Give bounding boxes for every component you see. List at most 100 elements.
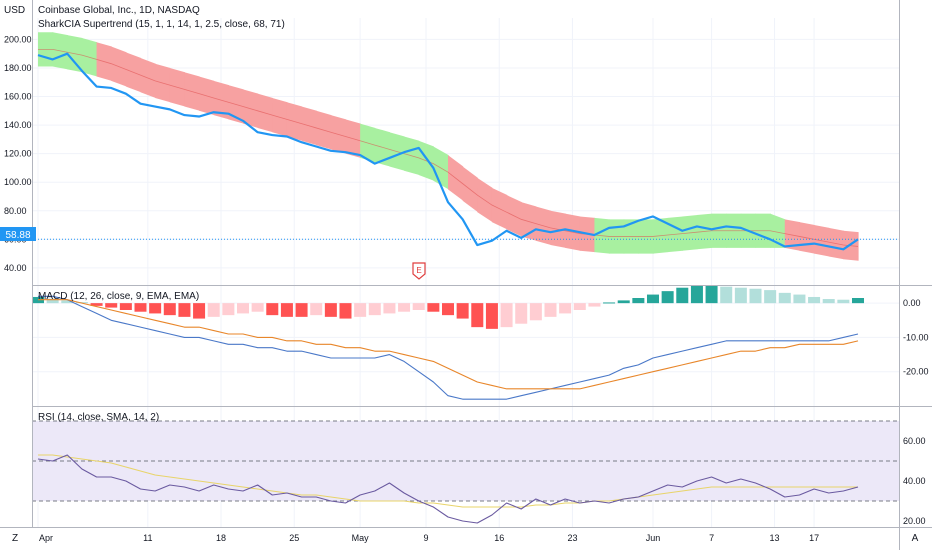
macd-histogram-bar	[266, 303, 279, 316]
macd-histogram-bar	[749, 288, 762, 304]
macd-histogram-bar	[734, 287, 747, 304]
supertrend-band	[38, 32, 859, 261]
macd-histogram-bar	[690, 286, 703, 304]
macd-histogram-bar	[119, 303, 132, 310]
x-tick-label: 17	[809, 533, 819, 543]
x-tick-label: 11	[143, 533, 152, 543]
rsi-tick-label: 20.00	[903, 516, 926, 526]
macd-histogram-bar	[61, 300, 74, 304]
macd-histogram-bar	[324, 303, 337, 317]
x-tick-label: 23	[567, 533, 577, 543]
macd-histogram-bar	[515, 303, 528, 324]
currency-label: USD	[4, 5, 25, 16]
macd-histogram-bar	[676, 287, 689, 304]
macd-histogram-bar	[764, 290, 777, 304]
last-price-badge: 58.88	[0, 227, 36, 241]
macd-histogram-bar	[588, 303, 601, 307]
macd-histogram-bar	[149, 303, 162, 314]
macd-histogram-bar	[398, 303, 411, 312]
macd-histogram-bar	[617, 300, 630, 304]
macd-histogram-bar	[661, 291, 674, 304]
x-tick-label: Jun	[646, 533, 661, 543]
price-tick-label: 120.00	[4, 149, 32, 159]
price-tick-label: 80.00	[4, 206, 27, 216]
band-midline	[38, 49, 859, 247]
macd-histogram-bar	[163, 303, 176, 316]
macd-histogram-bar	[573, 303, 586, 310]
signal-line	[38, 299, 859, 390]
macd-histogram-bar	[236, 303, 250, 314]
macd-histogram-bar	[778, 292, 791, 304]
macd-histogram-bar	[500, 303, 513, 328]
macd-histogram-bar	[427, 303, 440, 312]
macd-histogram-bar	[222, 303, 235, 316]
macd-histogram-bar	[559, 303, 572, 314]
price-tick-label: 100.00	[4, 177, 32, 187]
macd-histogram-bar	[632, 298, 645, 304]
x-tick-label: 7	[709, 533, 714, 543]
price-tick-label: 140.00	[4, 120, 32, 130]
rsi-tick-label: 40.00	[903, 476, 926, 486]
x-tick-label: 25	[289, 533, 299, 543]
price-line	[37, 52, 859, 251]
price-tick-label: 180.00	[4, 63, 32, 73]
macd-histogram-bar	[295, 303, 308, 317]
macd-histogram-bar	[471, 303, 484, 328]
zoom-button[interactable]: Z	[12, 533, 18, 544]
macd-histogram-bar	[368, 303, 381, 316]
macd-histogram-bar	[603, 302, 616, 304]
macd-histogram	[31, 286, 865, 329]
x-tick-label: 9	[424, 533, 429, 543]
price-tick-label: 40.00	[4, 263, 27, 273]
macd-histogram-bar	[808, 296, 821, 304]
macd-histogram-bar	[193, 303, 206, 319]
macd-histogram-bar	[280, 303, 293, 317]
rsi-sma-line	[38, 454, 858, 508]
macd-histogram-bar	[105, 303, 118, 308]
macd-histogram-bar	[851, 298, 865, 304]
macd-histogram-bar	[441, 303, 455, 316]
macd-histogram-bar	[837, 299, 850, 304]
macd-histogram-bar	[134, 303, 147, 312]
symbol-title[interactable]: Coinbase Global, Inc., 1D, NASDAQ	[38, 5, 200, 16]
x-tick-label: 13	[770, 533, 780, 543]
rsi-line	[37, 454, 859, 524]
macd-tick-label: -20.00	[903, 367, 929, 377]
macd-histogram-bar	[310, 303, 323, 316]
macd-histogram-bar	[793, 294, 806, 304]
supertrend-legend[interactable]: SharkCIA Supertrend (15, 1, 1, 14, 1, 2.…	[38, 19, 285, 30]
macd-histogram-bar	[412, 303, 425, 310]
macd-histogram-bar	[90, 303, 103, 306]
earnings-marker[interactable]: E	[412, 262, 426, 280]
rsi-tick-label: 60.00	[903, 436, 926, 446]
x-tick-label: Apr	[39, 533, 53, 543]
macd-legend[interactable]: MACD (12, 26, close, 9, EMA, EMA)	[38, 291, 199, 302]
macd-histogram-bar	[251, 303, 264, 312]
macd-histogram-bar	[720, 286, 733, 304]
macd-histogram-bar	[822, 299, 835, 304]
x-tick-label: 16	[494, 533, 504, 543]
macd-histogram-bar	[485, 303, 498, 329]
x-tick-label: May	[352, 533, 370, 543]
macd-tick-label: -10.00	[903, 332, 929, 342]
macd-histogram-bar	[529, 303, 542, 321]
auto-scale-button[interactable]: A	[912, 533, 919, 544]
macd-histogram-bar	[339, 303, 352, 319]
macd-tick-label: 0.00	[903, 298, 921, 308]
macd-histogram-bar	[544, 303, 557, 317]
macd-histogram-bar	[646, 294, 660, 304]
rsi-legend[interactable]: RSI (14, close, SMA, 14, 2)	[38, 412, 159, 423]
macd-histogram-bar	[456, 303, 469, 319]
macd-histogram-bar	[46, 298, 59, 304]
last-price-value: 58.88	[5, 230, 30, 241]
price-tick-label: 160.00	[4, 92, 32, 102]
macd-histogram-bar	[383, 303, 396, 314]
series-lines	[32, 52, 899, 524]
macd-histogram-bar	[178, 303, 191, 317]
macd-line	[38, 295, 859, 400]
x-tick-label: 18	[216, 533, 226, 543]
rsi-band-background	[32, 420, 899, 502]
earnings-marker-label: E	[416, 266, 421, 275]
macd-histogram-bar	[354, 303, 367, 317]
